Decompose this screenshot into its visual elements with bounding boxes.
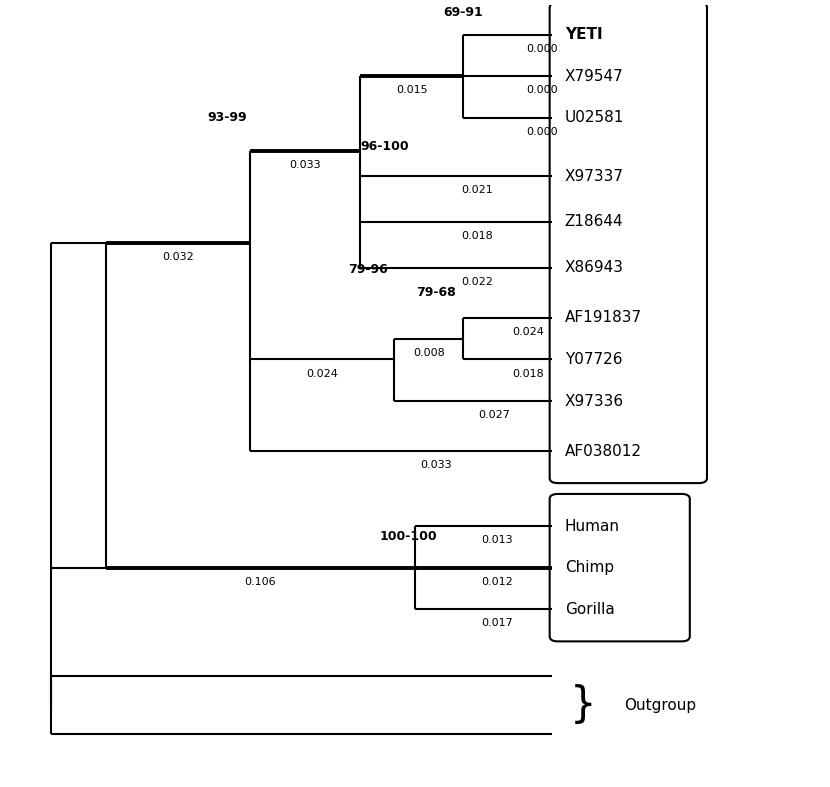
Text: 79-96: 79-96 (348, 263, 388, 276)
Text: Chimp: Chimp (564, 560, 614, 575)
Text: 0.021: 0.021 (461, 185, 493, 195)
Text: 0.024: 0.024 (512, 327, 544, 337)
Text: 0.033: 0.033 (290, 161, 321, 170)
Text: 69-91: 69-91 (443, 6, 483, 19)
Text: 0.106: 0.106 (245, 577, 276, 587)
Text: Z18644: Z18644 (564, 215, 623, 230)
Text: 79-68: 79-68 (417, 286, 457, 299)
Text: Human: Human (564, 519, 620, 534)
Text: 0.018: 0.018 (512, 368, 544, 379)
Text: 0.000: 0.000 (526, 85, 558, 95)
Text: 0.013: 0.013 (481, 535, 513, 545)
Text: Gorilla: Gorilla (564, 602, 614, 617)
Text: 0.000: 0.000 (526, 44, 558, 54)
Text: 0.018: 0.018 (461, 231, 493, 241)
Text: 0.022: 0.022 (461, 277, 493, 287)
Text: 0.008: 0.008 (413, 348, 445, 358)
Text: X86943: X86943 (564, 260, 624, 275)
Text: 0.024: 0.024 (306, 368, 338, 379)
Text: X97337: X97337 (564, 168, 624, 183)
Text: AF191837: AF191837 (564, 310, 642, 325)
Text: 0.027: 0.027 (478, 410, 510, 420)
Text: X79547: X79547 (564, 68, 623, 83)
Text: 0.017: 0.017 (481, 619, 513, 629)
Text: }: } (569, 684, 596, 726)
Text: 0.015: 0.015 (396, 85, 427, 95)
Text: 0.012: 0.012 (481, 577, 513, 587)
Text: 0.000: 0.000 (526, 127, 558, 137)
Text: AF038012: AF038012 (564, 444, 642, 459)
Text: 93-99: 93-99 (207, 111, 247, 124)
Text: U02581: U02581 (564, 110, 624, 125)
Text: YETI: YETI (564, 27, 603, 42)
Text: X97336: X97336 (564, 394, 624, 408)
Text: Y07726: Y07726 (564, 352, 622, 367)
Text: 100-100: 100-100 (379, 530, 437, 543)
Text: 0.032: 0.032 (162, 252, 194, 262)
Text: Outgroup: Outgroup (624, 697, 696, 712)
Text: 96-100: 96-100 (360, 140, 408, 153)
Text: 0.033: 0.033 (420, 460, 452, 470)
